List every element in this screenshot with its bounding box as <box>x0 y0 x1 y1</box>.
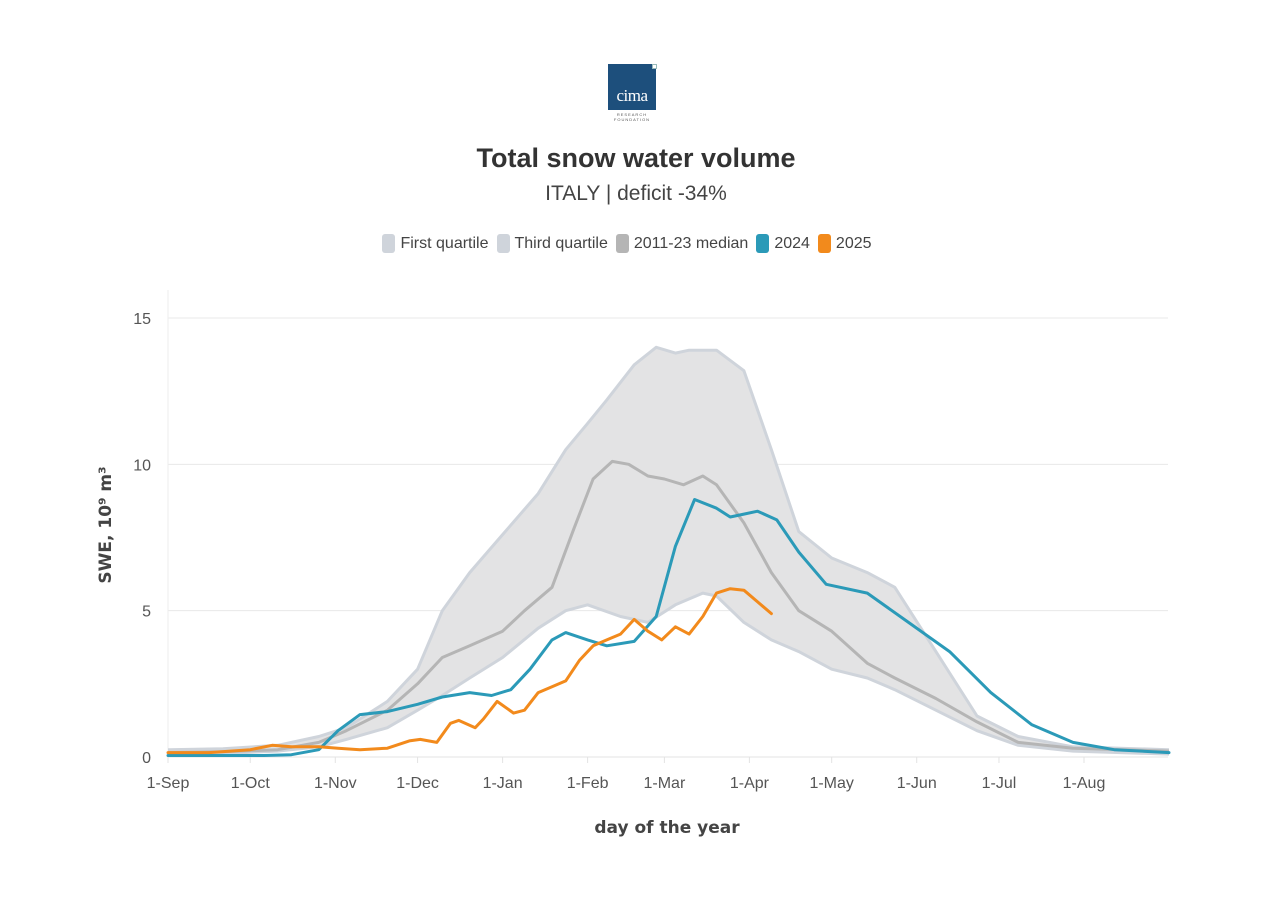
y-tick-label: 15 <box>133 311 151 328</box>
legend-swatch <box>496 234 510 253</box>
cima-logo: cima RESEARCH FOUNDATION <box>608 64 657 124</box>
first-quartile-line <box>167 591 1170 756</box>
legend-label: 2025 <box>835 234 872 252</box>
legend-item-median[interactable]: 2011-23 median <box>615 234 749 253</box>
legend-label: 2011-23 median <box>633 234 749 252</box>
legend-swatch <box>817 234 831 253</box>
x-tick-label: 1-Jul <box>982 775 1017 792</box>
x-axis-ticks: 1-Sep 1-Oct 1-Nov 1-Dec 1-Jan 1-Feb 1-Mar 1-Apr… <box>147 775 1106 792</box>
x-tick-label: 1-Dec <box>396 775 439 792</box>
legend-label: 2024 <box>774 234 810 252</box>
logo-subtitle: RESEARCH FOUNDATION <box>608 112 656 122</box>
chart-title: Total snow water volume <box>476 143 796 173</box>
legend-item-third-quartile[interactable]: Third quartile <box>496 234 608 253</box>
legend: First quartile Third quartile 2011-23 me… <box>0 234 1254 253</box>
y-axis-title: SWE, 10⁹ m³ <box>96 466 116 583</box>
logo-text: cima <box>616 86 648 105</box>
series-2025-line <box>166 587 773 755</box>
x-tick-label: 1-Jan <box>483 775 523 792</box>
legend-item-2025[interactable]: 2025 <box>817 234 872 253</box>
quartile-band <box>167 345 1170 756</box>
x-tick-label: 1-Jun <box>897 775 937 792</box>
x-tick-label: 1-Mar <box>644 775 686 792</box>
legend-label: Third quartile <box>514 234 608 252</box>
legend-swatch <box>756 234 770 253</box>
x-axis-title: day of the year <box>594 818 740 838</box>
y-tick-label: 0 <box>142 750 151 767</box>
y-tick-label: 5 <box>142 604 151 621</box>
logo-corner-mark <box>652 64 657 69</box>
x-tick-label: 1-Feb <box>567 775 609 792</box>
y-tick-label: 10 <box>133 457 151 474</box>
interquartile-area <box>168 347 1169 755</box>
legend-swatch <box>615 234 629 253</box>
x-tick-label: 1-Oct <box>231 775 271 792</box>
legend-item-first-quartile[interactable]: First quartile <box>382 234 489 253</box>
x-tick-label: 1-Nov <box>314 775 357 792</box>
logo-sub-line2: FOUNDATION <box>613 117 651 122</box>
x-tick-label: 1-Apr <box>730 775 770 792</box>
chart-subtitle: ITALY | deficit -34% <box>545 182 727 205</box>
series-lines <box>166 459 1171 757</box>
series-2024-line <box>166 498 1171 757</box>
logo-box: cima <box>608 64 657 110</box>
x-tick-label: 1-Aug <box>1063 775 1106 792</box>
x-tick-label: 1-May <box>809 775 853 792</box>
legend-label: First quartile <box>400 234 489 252</box>
legend-swatch <box>382 234 396 253</box>
logo-sub-line1: RESEARCH <box>616 112 648 117</box>
third-quartile-line <box>167 345 1170 752</box>
y-axis-ticks: 0 5 10 15 <box>133 311 151 767</box>
x-tick-label: 1-Sep <box>147 775 190 792</box>
median-line <box>167 459 1170 755</box>
legend-item-2024[interactable]: 2024 <box>756 234 810 253</box>
